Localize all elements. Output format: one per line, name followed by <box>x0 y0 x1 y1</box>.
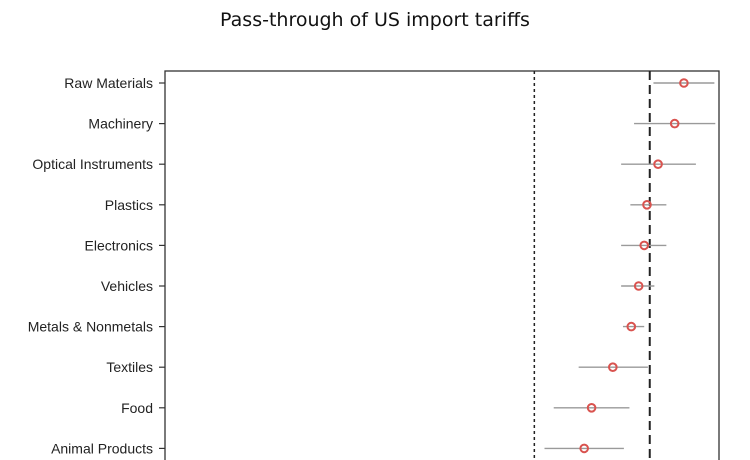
estimate-point <box>679 78 689 88</box>
estimate-point <box>579 443 589 454</box>
category-label: Raw Materials <box>64 75 153 91</box>
plot-frame <box>164 70 720 460</box>
category-label: Food <box>121 400 153 416</box>
estimate-point <box>633 281 644 291</box>
chart-title: Pass-through of US import tariffs <box>220 9 530 31</box>
category-label: Metals & Nonmetals <box>28 319 153 335</box>
estimate-point <box>669 118 680 129</box>
category-label: Textiles <box>106 359 153 375</box>
category-label: Machinery <box>88 116 153 132</box>
category-label: Animal Products <box>51 440 153 456</box>
point-estimates <box>579 78 689 454</box>
estimate-point <box>653 159 663 169</box>
estimate-point <box>626 321 637 332</box>
category-label: Plastics <box>105 197 153 213</box>
y-axis-ticks <box>159 82 165 449</box>
y-axis-labels: Raw Materials Machinery Optical Instrument… <box>28 75 153 456</box>
confidence-intervals <box>544 82 716 450</box>
estimate-point <box>586 403 597 413</box>
estimate-point <box>642 200 652 210</box>
estimate-point <box>608 362 618 373</box>
category-label: Electronics <box>85 237 153 253</box>
estimate-point <box>639 240 650 251</box>
reference-lines <box>533 71 651 460</box>
category-label: Optical Instruments <box>32 156 153 172</box>
category-label: Vehicles <box>101 278 153 294</box>
